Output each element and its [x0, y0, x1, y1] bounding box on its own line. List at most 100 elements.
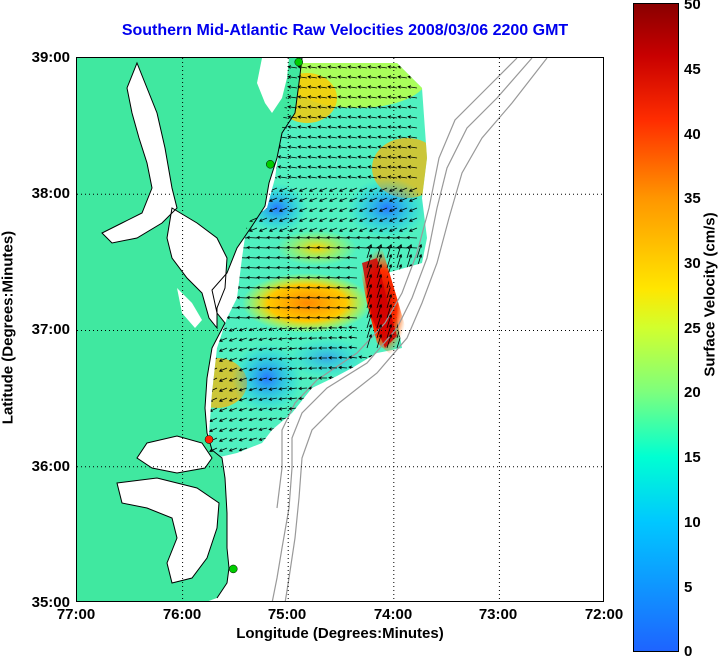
velocity-arrow	[316, 295, 328, 300]
velocity-arrow	[376, 243, 383, 259]
velocity-arrow	[376, 263, 383, 279]
velocity-arrow	[278, 327, 288, 331]
velocity-arrow	[328, 445, 338, 450]
velocity-arrow	[307, 125, 318, 129]
velocity-arrow	[368, 227, 378, 232]
colorbar-tick-label: 35	[684, 190, 701, 207]
velocity-arrow	[337, 155, 348, 159]
velocity-arrow	[326, 315, 338, 320]
velocity-arrow	[396, 243, 403, 259]
velocity-arrow	[288, 197, 298, 202]
velocity-arrow	[337, 85, 348, 89]
velocity-arrow	[248, 357, 258, 362]
velocity-arrow	[317, 145, 328, 149]
velocity-arrow	[278, 217, 288, 222]
velocity-arrow	[308, 346, 318, 351]
velocity-arrow	[287, 165, 298, 169]
velocity-arrow	[386, 243, 393, 259]
velocity-arrow	[298, 356, 308, 361]
velocity-arrow	[348, 345, 358, 350]
velocity-arrow	[366, 243, 373, 259]
velocity-arrow	[398, 424, 408, 429]
velocity-arrow	[388, 424, 398, 429]
velocity-arrow	[346, 285, 358, 290]
velocity-arrow	[288, 217, 298, 222]
velocity-arrow	[276, 235, 288, 240]
velocity-arrow	[358, 375, 368, 379]
velocity-arrow	[228, 397, 238, 402]
velocity-arrow	[298, 376, 308, 381]
velocity-arrow	[268, 417, 278, 421]
velocity-arrow	[296, 235, 308, 240]
velocity-arrow	[368, 425, 378, 429]
velocity-arrow	[317, 75, 328, 79]
velocity-arrow	[388, 414, 398, 419]
velocity-arrow	[378, 384, 388, 389]
velocity-arrow	[246, 305, 258, 310]
velocity-arrow	[387, 125, 398, 129]
velocity-arrow	[376, 333, 383, 349]
velocity-arrow	[346, 295, 358, 300]
velocity-arrow	[277, 155, 288, 159]
velocity-arrow	[276, 275, 288, 280]
colorbar-title: Surface Velocity (cm/s)	[701, 212, 719, 377]
velocity-arrow	[378, 187, 388, 192]
velocity-arrow	[358, 207, 368, 212]
velocity-arrow	[357, 125, 368, 129]
velocity-arrow	[306, 235, 318, 240]
velocity-arrow	[308, 416, 318, 421]
velocity-arrow	[398, 434, 408, 439]
velocity-arrow	[367, 135, 378, 139]
velocity-arrow	[408, 207, 418, 212]
velocity-arrow	[366, 293, 373, 309]
colorbar-tick-label: 40	[684, 126, 701, 143]
velocity-arrow	[347, 75, 358, 79]
velocity-arrow	[306, 275, 318, 280]
velocity-arrow	[357, 115, 368, 119]
velocity-arrow	[407, 115, 418, 119]
velocity-arrow	[388, 227, 398, 232]
velocity-arrow	[378, 434, 388, 439]
velocity-arrow	[226, 295, 238, 300]
velocity-arrow	[328, 435, 338, 440]
velocity-arrow	[288, 366, 298, 371]
velocity-arrow	[347, 125, 358, 129]
velocity-arrow	[356, 235, 368, 240]
velocity-arrow	[366, 235, 378, 240]
velocity-arrow	[296, 245, 308, 250]
velocity-arrow	[348, 425, 358, 430]
velocity-arrow	[377, 135, 388, 139]
velocity-arrow	[287, 135, 298, 139]
velocity-arrow	[357, 75, 368, 79]
velocity-arrow	[406, 283, 413, 299]
velocity-arrow	[268, 207, 278, 212]
velocity-arrow	[398, 444, 408, 449]
velocity-arrow	[407, 65, 418, 69]
velocity-arrow	[328, 207, 338, 212]
velocity-arrow	[306, 315, 318, 320]
velocity-arrow	[416, 333, 423, 349]
velocity-arrow	[377, 175, 388, 179]
velocity-arrow	[416, 263, 423, 279]
velocity-arrow	[308, 356, 318, 361]
velocity-arrow	[278, 417, 288, 421]
velocity-arrow	[308, 436, 318, 441]
velocity-arrow	[376, 273, 383, 289]
velocity-arrow	[278, 447, 288, 451]
velocity-arrow	[307, 155, 318, 159]
map-plot-area[interactable]	[76, 57, 604, 602]
velocity-arrow	[348, 217, 358, 222]
velocity-arrow	[397, 135, 408, 139]
velocity-arrow	[357, 135, 368, 139]
velocity-arrow	[306, 245, 318, 250]
velocity-arrow	[268, 327, 278, 331]
velocity-arrow	[308, 406, 318, 411]
velocity-arrow	[296, 315, 308, 320]
velocity-arrow	[248, 337, 258, 342]
velocity-arrow	[297, 155, 308, 159]
velocity-arrow	[316, 265, 328, 270]
velocity-arrow	[338, 405, 348, 410]
velocity-arrow	[387, 105, 398, 109]
velocity-arrow	[298, 426, 308, 431]
x-tick-label: 77:00	[56, 606, 96, 623]
